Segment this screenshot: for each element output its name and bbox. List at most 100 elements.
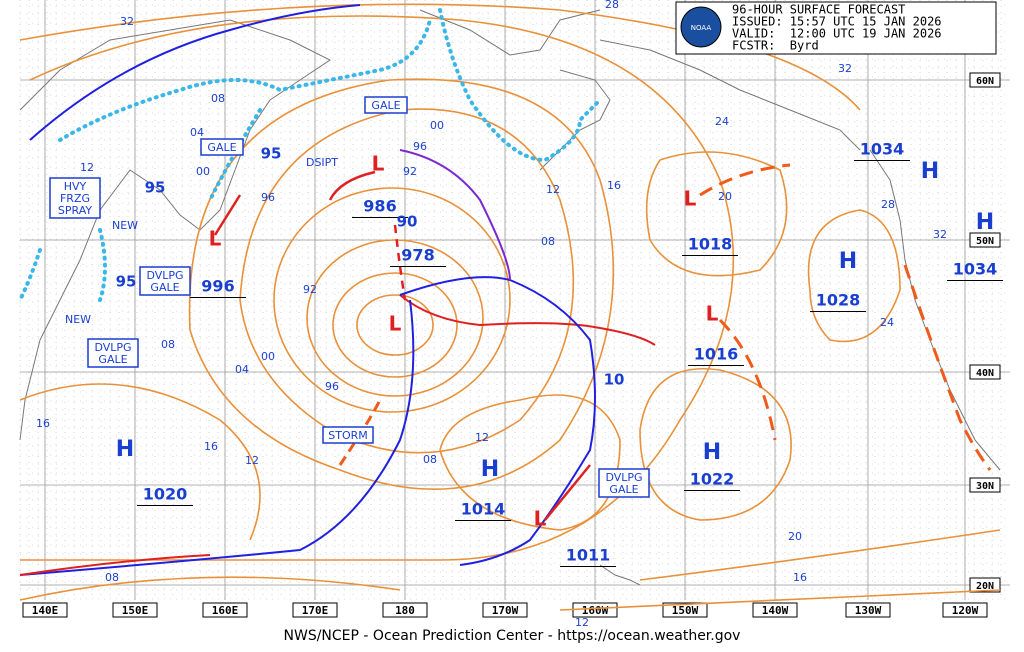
pressure-label: 986 bbox=[363, 197, 396, 216]
lat-label: 20N bbox=[976, 581, 994, 592]
ice-edge bbox=[18, 8, 602, 302]
lon-label: 150E bbox=[122, 604, 149, 617]
text-box bbox=[364, 96, 408, 114]
box-text: GALE bbox=[98, 353, 127, 366]
logo-text: NOAA bbox=[691, 24, 712, 32]
lon-label: 180 bbox=[395, 604, 415, 617]
isobar-label: 08 bbox=[211, 92, 225, 105]
pressure-underline bbox=[455, 520, 511, 521]
grid: 140E 150E 160E 170E 180 170W 160W 150W 140W 130W 1… bbox=[20, 0, 1010, 618]
header-line: FCSTR: Byrd bbox=[732, 39, 819, 53]
text-box bbox=[598, 468, 650, 498]
isobar-label: 12 bbox=[546, 183, 560, 196]
isobar-label: 08 bbox=[161, 338, 175, 351]
isobar-label: 16 bbox=[793, 571, 807, 584]
low-symbol: L bbox=[389, 312, 402, 336]
isobars bbox=[19, 3, 1001, 611]
isobar-label: 16 bbox=[36, 417, 50, 430]
high-symbol: H bbox=[921, 159, 939, 184]
labels: H1020H1014H1022H1028H1034H1034L996L986L9… bbox=[36, 0, 1003, 629]
lat-label-box bbox=[969, 232, 1001, 248]
pressure-label: 1022 bbox=[690, 470, 735, 489]
box-text: GALE bbox=[371, 99, 400, 112]
pressure-underline bbox=[688, 365, 744, 366]
lat-label-box bbox=[969, 364, 1001, 380]
isobar-label: 92 bbox=[403, 165, 417, 178]
isobar-label: 32 bbox=[933, 228, 947, 241]
text-box bbox=[200, 138, 244, 156]
text-box bbox=[139, 266, 191, 296]
box-text: DVLPG bbox=[94, 341, 131, 354]
header-line: VALID: 12:00 UTC 19 JAN 2026 bbox=[732, 27, 942, 41]
pressure-label: 1028 bbox=[816, 291, 861, 310]
lat-label: 50N bbox=[976, 236, 994, 247]
isobar-label: 12 bbox=[80, 161, 94, 174]
lon-label: 170E bbox=[302, 604, 329, 617]
wave-label: 90 bbox=[397, 213, 418, 231]
pressure-underline bbox=[137, 505, 193, 506]
lon-label: 160W bbox=[582, 604, 609, 617]
isobar-label: 04 bbox=[190, 126, 204, 139]
lon-label-box bbox=[382, 602, 428, 618]
lon-label-box bbox=[482, 602, 528, 618]
isobar-label: 96 bbox=[261, 191, 275, 204]
low-symbol: L bbox=[209, 227, 222, 251]
lon-label-box bbox=[292, 602, 338, 618]
box-text: GALE bbox=[609, 483, 638, 496]
box-text: FRZG bbox=[60, 192, 90, 205]
pressure-underline bbox=[352, 217, 408, 218]
pressure-underline bbox=[390, 266, 446, 267]
lon-label-box bbox=[202, 602, 248, 618]
note: DSIPT bbox=[306, 156, 338, 169]
isobar-label: 96 bbox=[413, 140, 427, 153]
footer: NWS/NCEP - Ocean Prediction Center - htt… bbox=[284, 628, 741, 644]
high-symbol: H bbox=[839, 249, 857, 274]
isobar-label: 28 bbox=[605, 0, 619, 11]
isobar-label: 20 bbox=[788, 530, 802, 543]
isobar-label: 08 bbox=[541, 235, 555, 248]
lon-label-box bbox=[845, 602, 891, 618]
lon-label-box bbox=[22, 602, 68, 618]
lon-label: 140W bbox=[762, 604, 789, 617]
box-text: GALE bbox=[150, 281, 179, 294]
isobar-label: 32 bbox=[120, 15, 134, 28]
isobar-label: 00 bbox=[261, 350, 275, 363]
isobar-label: 00 bbox=[196, 165, 210, 178]
lat-label-box bbox=[969, 477, 1001, 493]
pressure-label: 1034 bbox=[953, 260, 998, 279]
pressure-label: 1016 bbox=[694, 345, 739, 364]
isobar-label: 08 bbox=[105, 571, 119, 584]
wave-label: 95 bbox=[145, 179, 166, 197]
pressure-label: 1020 bbox=[143, 485, 188, 504]
pressure-label: 996 bbox=[201, 277, 234, 296]
box-text: GALE bbox=[207, 141, 236, 154]
lat-label: 30N bbox=[976, 481, 994, 492]
text-box bbox=[322, 426, 374, 444]
isobar-label: 20 bbox=[718, 190, 732, 203]
lat-label: 60N bbox=[976, 76, 994, 87]
high-symbol: H bbox=[976, 210, 994, 235]
box-text: DVLPG bbox=[605, 471, 642, 484]
text-box bbox=[49, 177, 101, 219]
box-text: SPRAY bbox=[58, 204, 92, 217]
lon-label: 130W bbox=[855, 604, 882, 617]
note: NEW bbox=[112, 219, 138, 232]
low-symbol: L bbox=[706, 302, 719, 326]
high-symbol: H bbox=[481, 457, 499, 482]
isobar-label: 16 bbox=[607, 179, 621, 192]
isobar-label: 12 bbox=[245, 454, 259, 467]
isobar-label: 92 bbox=[303, 283, 317, 296]
isobar-label: 08 bbox=[423, 453, 437, 466]
pressure-label: 1034 bbox=[860, 140, 905, 159]
low-symbol: L bbox=[534, 507, 547, 531]
isobar-label: 96 bbox=[325, 380, 339, 393]
high-symbol: H bbox=[703, 440, 721, 465]
wave-label: 10 bbox=[604, 371, 625, 389]
lon-label-box bbox=[942, 602, 988, 618]
isobar-label: 28 bbox=[881, 198, 895, 211]
low-symbol: L bbox=[684, 187, 697, 211]
pressure-label: 978 bbox=[401, 246, 434, 265]
